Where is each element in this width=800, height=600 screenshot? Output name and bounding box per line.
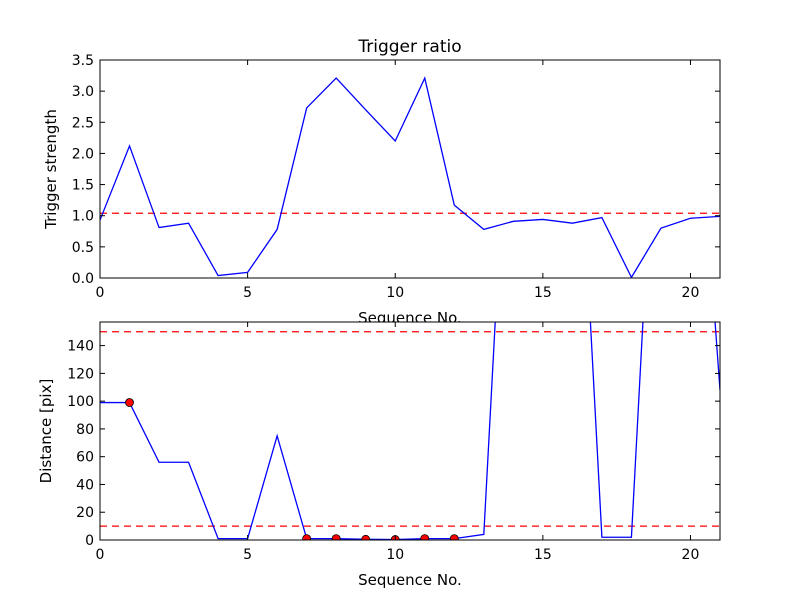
series-line [100,322,720,540]
series-line [100,76,720,278]
y-tick-label: 3.5 [72,53,94,69]
data-point [125,398,134,407]
y-tick-label: 20 [76,505,94,521]
x-tick-label: 5 [243,547,252,563]
y-axis-label: Distance [pix] [37,379,55,484]
y-tick-label: 0 [85,533,94,549]
x-tick-label: 20 [682,285,700,301]
y-tick-label: 2.5 [72,115,94,131]
y-tick-label: 2.0 [72,146,94,162]
x-tick-label: 15 [534,285,552,301]
x-tick-label: 15 [534,547,552,563]
plot-area [100,322,720,540]
data-point [361,534,371,540]
axes-frame [99,59,721,279]
y-tick-label: 60 [76,450,94,466]
chart-title: Trigger ratio [357,37,461,57]
data-point [302,534,312,540]
x-tick-label: 20 [682,547,700,563]
x-tick-label: 0 [96,285,105,301]
data-point [420,534,430,540]
x-tick-label: 10 [386,547,404,563]
data-point [449,534,459,540]
plot-area [100,60,720,278]
y-tick-label: 80 [76,422,94,438]
x-tick-label: 5 [243,285,252,301]
x-tick-label: 10 [386,285,404,301]
y-tick-label: 1.0 [72,209,94,225]
y-tick-label: 140 [67,339,94,355]
axes-frame [99,321,721,541]
y-tick-label: 1.5 [72,178,94,194]
y-tick-label: 3.0 [72,84,94,100]
y-tick-label: 100 [67,394,94,410]
y-tick-label: 0.0 [72,271,94,287]
y-tick-label: 120 [67,366,94,382]
trigger-ratio-chart: Trigger ratio 0 5 10 15 20 0.0 0.5 1.0 1.5 2.0 2.5… [42,37,721,327]
y-tick-label: 0.5 [72,240,94,256]
data-point [331,534,341,540]
y-tick-label: 40 [76,477,94,493]
y-axis-label: Trigger strength [42,109,60,230]
x-axis-label: Sequence No. [358,571,462,589]
x-tick-label: 0 [96,547,105,563]
